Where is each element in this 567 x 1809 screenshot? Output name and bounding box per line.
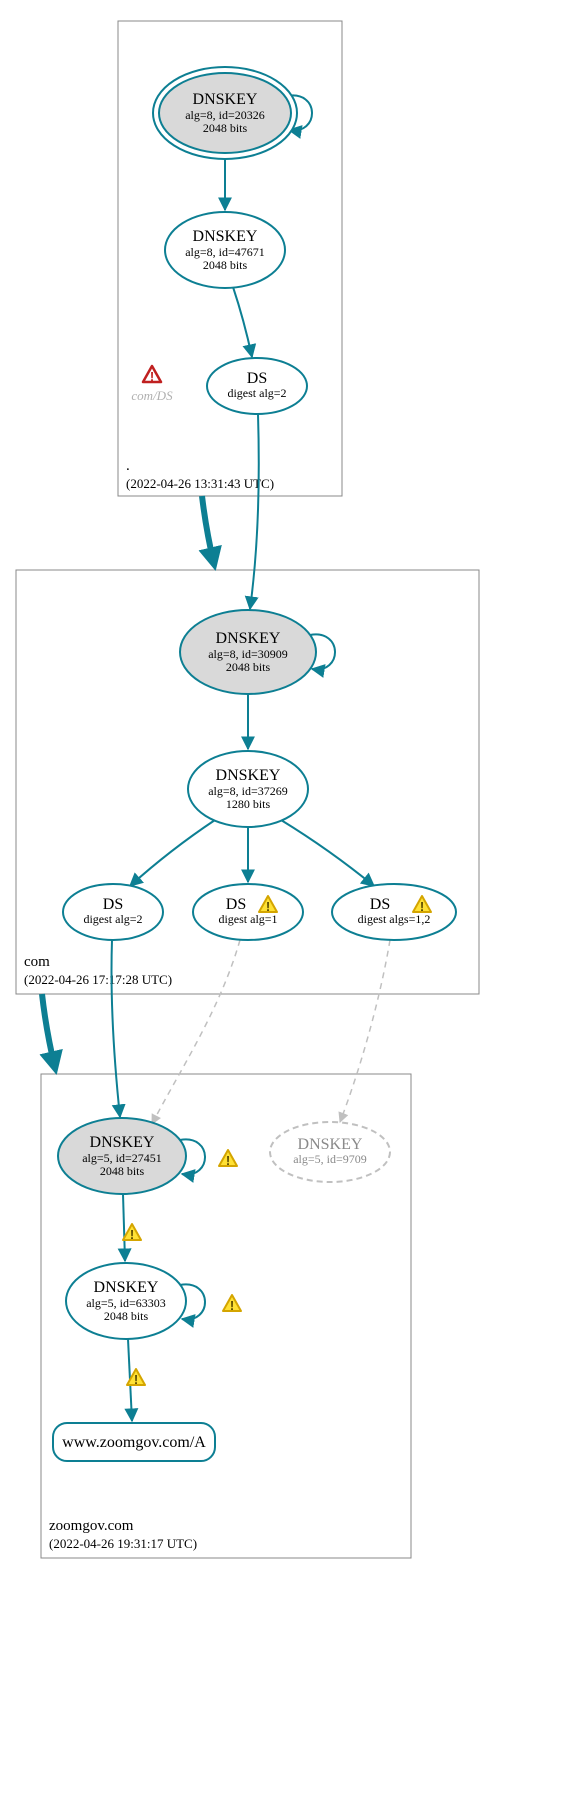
node-label: digest alg=2 bbox=[83, 912, 142, 926]
node-label: digest alg=2 bbox=[227, 386, 286, 400]
svg-text:!: ! bbox=[130, 1227, 134, 1242]
svg-text:!: ! bbox=[150, 369, 154, 384]
node-label: DNSKEY bbox=[216, 767, 281, 784]
edge bbox=[281, 820, 374, 886]
node-label: 2048 bits bbox=[104, 1309, 149, 1323]
node-label: alg=8, id=37269 bbox=[208, 784, 288, 798]
zone-root-label: . bbox=[126, 458, 130, 474]
zone-com-label: com bbox=[24, 954, 50, 970]
edge bbox=[233, 287, 252, 357]
edge-dashed bbox=[152, 940, 240, 1124]
zone-arrow-root-com bbox=[202, 496, 214, 564]
node-label: alg=5, id=27451 bbox=[82, 1151, 162, 1165]
node-label: digest alg=1 bbox=[218, 912, 277, 926]
node-label: alg=5, id=9709 bbox=[293, 1152, 367, 1166]
node-label: DNSKEY bbox=[193, 228, 258, 245]
node-label: 2048 bits bbox=[203, 258, 248, 272]
zone-com-time: (2022-04-26 17:17:28 UTC) bbox=[24, 972, 172, 987]
svg-text:!: ! bbox=[226, 1153, 230, 1168]
node-label: DNSKEY bbox=[94, 1279, 159, 1296]
node-label: DS bbox=[370, 896, 390, 913]
warning-icon: ! bbox=[223, 1295, 241, 1313]
node-label: 2048 bits bbox=[226, 660, 271, 674]
svg-text:!: ! bbox=[230, 1298, 234, 1313]
node-label: www.zoomgov.com/A bbox=[62, 1434, 206, 1451]
node-label: alg=5, id=63303 bbox=[86, 1296, 166, 1310]
zone-root-time: (2022-04-26 13:31:43 UTC) bbox=[126, 476, 274, 491]
warning-icon: ! bbox=[219, 1150, 237, 1168]
edge bbox=[123, 1194, 125, 1261]
edge bbox=[250, 414, 259, 609]
node-label: alg=8, id=30909 bbox=[208, 647, 288, 661]
zone-arrow-com-zoomgov bbox=[42, 994, 55, 1068]
node-label: alg=8, id=47671 bbox=[185, 245, 265, 259]
node-label: DNSKEY bbox=[193, 91, 258, 108]
dnssec-diagram: . (2022-04-26 13:31:43 UTC) com (2022-04… bbox=[0, 0, 567, 1809]
node-label: digest algs=1,2 bbox=[358, 912, 431, 926]
node-label: 1280 bits bbox=[226, 797, 271, 811]
node-label: DS bbox=[247, 370, 267, 387]
svg-text:!: ! bbox=[266, 899, 270, 914]
com-ds-error: ! com/DS bbox=[131, 366, 173, 403]
svg-text:!: ! bbox=[420, 899, 424, 914]
zone-zoomgov-time: (2022-04-26 19:31:17 UTC) bbox=[49, 1536, 197, 1551]
edge-dashed bbox=[340, 940, 390, 1122]
edge bbox=[111, 940, 120, 1117]
node-label: DNSKEY bbox=[90, 1134, 155, 1151]
node-label: DNSKEY bbox=[298, 1136, 363, 1153]
node-label: DS bbox=[103, 896, 123, 913]
node-label: DS bbox=[226, 896, 246, 913]
edge bbox=[130, 820, 215, 886]
node-label: 2048 bits bbox=[100, 1164, 145, 1178]
svg-text:com/DS: com/DS bbox=[131, 388, 173, 403]
svg-text:!: ! bbox=[134, 1372, 138, 1387]
node-label: DNSKEY bbox=[216, 630, 281, 647]
node-label: 2048 bits bbox=[203, 121, 248, 135]
node-label: alg=8, id=20326 bbox=[185, 108, 265, 122]
zone-zoomgov-label: zoomgov.com bbox=[49, 1518, 134, 1534]
warning-icon: ! bbox=[123, 1224, 141, 1242]
